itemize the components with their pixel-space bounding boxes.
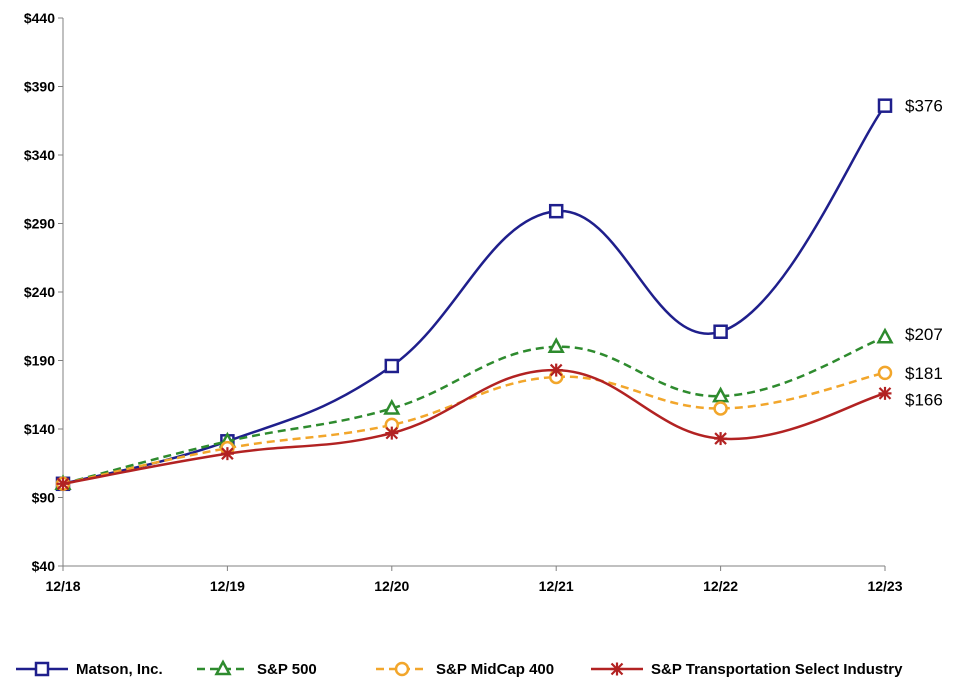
y-tick-label: $290	[24, 216, 55, 232]
legend-marker	[610, 662, 624, 676]
data-point	[712, 386, 730, 403]
x-tick-label: 12/18	[45, 578, 80, 594]
y-tick-label: $440	[24, 10, 55, 26]
data-point	[220, 447, 234, 461]
end-labels: $376 $207 $181 $166	[905, 97, 943, 410]
series-s-p-midcap-400	[55, 365, 893, 492]
data-point	[56, 477, 70, 491]
data-point	[714, 432, 728, 446]
legend-label: S&P MidCap 400	[436, 661, 554, 678]
legend-label: S&P Transportation Select Industry	[651, 661, 903, 678]
legend-marker	[394, 661, 410, 677]
data-point	[713, 401, 728, 416]
data-point	[548, 203, 564, 219]
x-tick-label: 12/23	[867, 578, 902, 594]
legend-item-s-p-transportation-select-industry: S&P Transportation Select Industry	[591, 661, 903, 678]
y-tick-label: $40	[32, 558, 56, 574]
y-tick-label: $340	[24, 147, 55, 163]
series-line	[62, 336, 886, 486]
series-line	[62, 368, 886, 486]
data-point	[876, 327, 894, 344]
y-tick-label: $390	[24, 79, 55, 95]
data-point	[547, 337, 565, 354]
y-tick-label: $140	[24, 421, 55, 437]
data-point	[384, 358, 400, 374]
legend-marker	[34, 661, 50, 677]
legend-label: S&P 500	[257, 661, 317, 678]
y-tick-label: $190	[24, 353, 55, 369]
data-point	[549, 363, 563, 377]
series-s-p-transportation-select-industry	[56, 363, 892, 491]
x-tick-label: 12/21	[539, 578, 574, 594]
end-value-label: $207	[905, 325, 943, 344]
series-line	[62, 104, 887, 486]
x-tick-label: 12/20	[374, 578, 409, 594]
data-point	[383, 398, 401, 415]
legend-item-s-p-500: S&P 500	[197, 659, 317, 678]
end-value-label: $166	[905, 390, 943, 409]
legend-item-s-p-midcap-400: S&P MidCap 400	[376, 661, 554, 678]
series-group	[54, 98, 894, 492]
legend-marker	[214, 659, 232, 676]
x-tick-label: 12/19	[210, 578, 245, 594]
axes: $40 $90 $140 $190 $240 $290 $340 $390 $440 12/18 1…	[24, 10, 903, 594]
legend-label: Matson, Inc.	[76, 661, 163, 678]
y-tick-label: $90	[32, 490, 56, 506]
data-point	[877, 98, 893, 113]
legend-item-matson-inc: Matson, Inc.	[16, 661, 163, 678]
y-tick-label: $240	[24, 284, 55, 300]
data-point	[385, 426, 399, 440]
end-value-label: $181	[905, 364, 943, 383]
end-value-label: $376	[905, 97, 943, 116]
data-point	[878, 386, 892, 400]
data-point	[877, 365, 893, 381]
series-matson-inc	[55, 98, 893, 492]
legend: Matson, Inc. S&P 500 S&P MidCap 400 S&P Tra…	[16, 659, 903, 678]
series-s-p-500	[54, 327, 894, 491]
data-point	[713, 324, 728, 339]
series-line	[62, 371, 886, 486]
x-tick-label: 12/22	[703, 578, 738, 594]
